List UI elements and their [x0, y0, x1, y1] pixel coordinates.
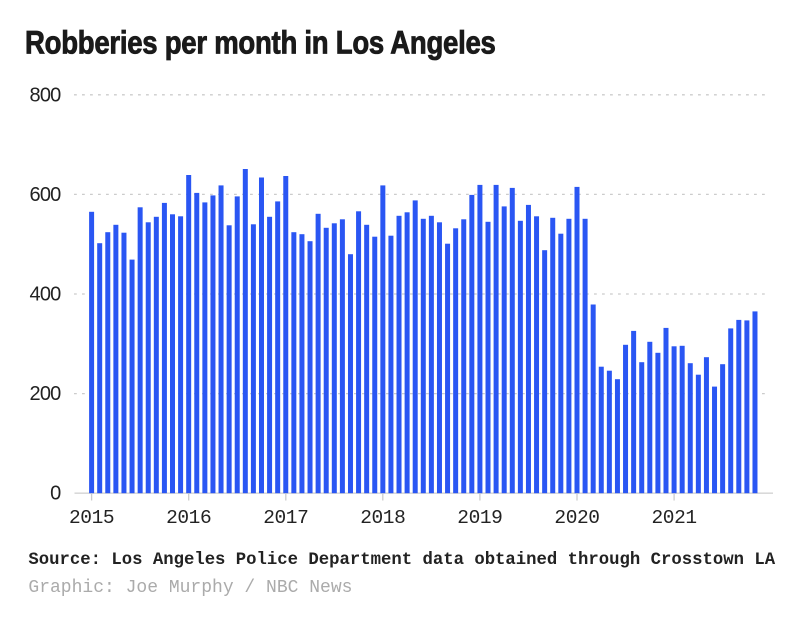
svg-text:400: 400 [30, 284, 62, 306]
svg-text:2017: 2017 [263, 507, 308, 529]
svg-text:Graphic: Joe Murphy / NBC News: Graphic: Joe Murphy / NBC News [28, 578, 352, 598]
svg-text:600: 600 [30, 184, 62, 206]
svg-text:2020: 2020 [554, 507, 599, 529]
svg-text:2021: 2021 [651, 507, 696, 529]
svg-text:2016: 2016 [166, 507, 211, 529]
svg-text:200: 200 [30, 383, 62, 405]
svg-text:2019: 2019 [457, 507, 502, 529]
svg-text:2015: 2015 [69, 507, 114, 529]
svg-text:0: 0 [50, 483, 61, 505]
svg-text:800: 800 [30, 84, 62, 106]
svg-text:Source: Los Angeles Police Dep: Source: Los Angeles Police Department da… [28, 551, 775, 570]
svg-text:Robberies per month in Los Ang: Robberies per month in Los Angeles [25, 26, 496, 61]
svg-text:2018: 2018 [360, 507, 405, 529]
